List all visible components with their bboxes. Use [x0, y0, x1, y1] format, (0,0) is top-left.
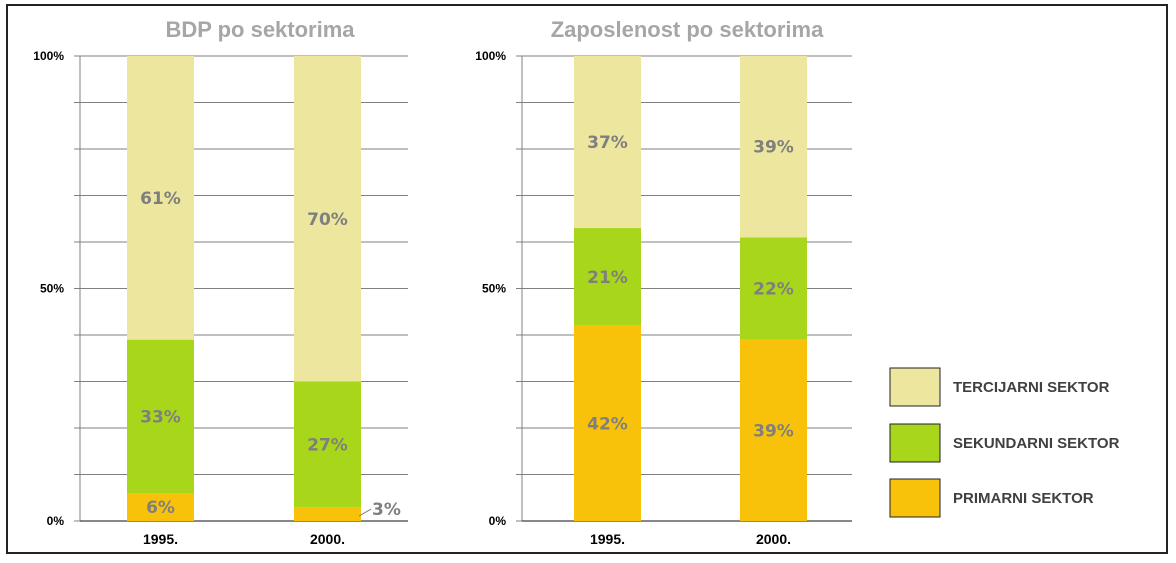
data-label: 37% [587, 133, 628, 153]
data-label: 3% [372, 500, 401, 520]
bar-segment-primarni-sektor [294, 507, 361, 521]
category-label: 1995. [590, 531, 625, 547]
bar-segment-tercijarni-sektor [574, 56, 641, 229]
legend-label: PRIMARNI SEKTOR [953, 490, 1094, 507]
bar-segment-sekundarni-sektor [574, 228, 641, 326]
category-label: 2000. [756, 531, 791, 547]
bar-segment-primarni-sektor [740, 339, 807, 521]
bar-segment-tercijarni-sektor [294, 56, 361, 382]
data-label: 22% [753, 280, 794, 300]
bar-segment-primarni-sektor [574, 325, 641, 521]
bar-segment-sekundarni-sektor [127, 339, 194, 494]
data-label-leader [358, 508, 372, 517]
legend-label: SEKUNDARNI SEKTOR [953, 435, 1120, 452]
data-label: 33% [140, 407, 181, 427]
bar-segment-tercijarni-sektor [740, 56, 807, 238]
y-tick-label: 100% [475, 49, 506, 63]
bar-segment-sekundarni-sektor [740, 237, 807, 340]
bar-segment-tercijarni-sektor [127, 56, 194, 340]
y-tick-label: 50% [40, 282, 64, 296]
data-label: 61% [140, 189, 181, 209]
data-label: 42% [587, 414, 628, 434]
y-tick-label: 100% [33, 49, 64, 63]
y-tick-label: 0% [47, 514, 65, 528]
data-label: 21% [587, 268, 628, 288]
y-tick-label: 50% [482, 282, 506, 296]
legend-swatch [889, 367, 941, 407]
y-tick-label: 0% [489, 514, 507, 528]
legend-swatch [889, 478, 941, 518]
data-label: 27% [307, 435, 348, 455]
legend-label: TERCIJARNI SEKTOR [953, 379, 1110, 396]
category-label: 2000. [310, 531, 345, 547]
chart-title: BDP po sektorima [165, 17, 355, 42]
category-label: 1995. [143, 531, 178, 547]
data-label: 70% [307, 210, 348, 230]
data-label: 6% [146, 498, 175, 518]
bar-segment-sekundarni-sektor [294, 381, 361, 508]
legend-swatch [889, 423, 941, 463]
data-label: 39% [753, 421, 794, 441]
data-label: 39% [753, 138, 794, 158]
bar-segment-primarni-sektor [127, 493, 194, 521]
chart-title: Zaposlenost po sektorima [551, 17, 824, 42]
